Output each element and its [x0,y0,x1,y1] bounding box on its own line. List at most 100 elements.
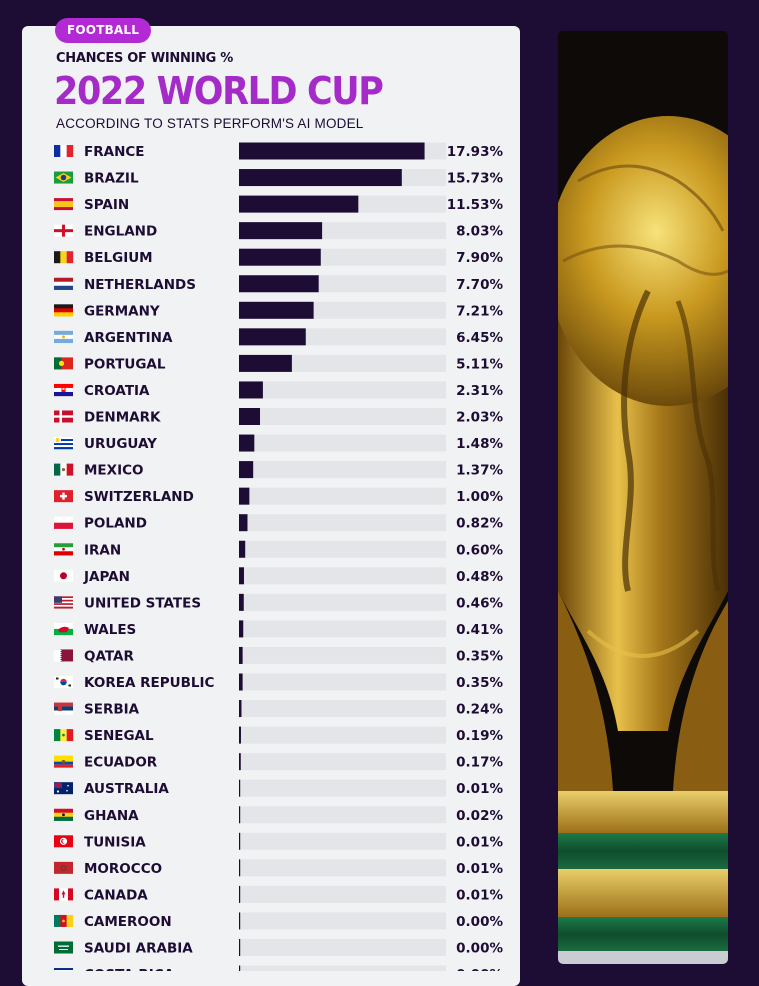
chart-row-tunisia: TUNISIA 0.01% [54,832,503,850]
serbia-flag-icon [54,702,73,715]
chart-row-croatia: CROATIA 2.31% [54,381,503,399]
chart-row-germany: GERMANY 7.21% [54,301,503,319]
bar [239,700,242,718]
bar [239,832,241,850]
category-label: SENEGAL [84,728,154,744]
bar [239,753,241,771]
category-label: KOREA REPUBLIC [84,675,214,691]
bar-track [239,408,446,425]
value-label: 7.70% [456,277,503,293]
ecuador-flag-icon [54,755,73,768]
value-label: 0.24% [456,702,503,718]
bar [239,222,323,240]
chart-row-japan: JAPAN 0.48% [54,567,503,585]
bar-track [239,912,446,930]
chart-row-portugal: PORTUGAL 5.11% [54,354,503,372]
chart-row-morocco: MOROCCO 0.01% [54,859,503,877]
bar [239,620,244,638]
tunisia-flag-icon [54,835,73,848]
bar-track [239,885,446,903]
value-label: 0.01% [456,887,503,903]
chart-row-costa-rica: COSTA RICA 0.00% [54,965,503,971]
category-label: COSTA RICA [84,967,175,971]
australia-flag-icon [54,782,73,795]
world-cup-trophy-icon [558,31,728,964]
chart-row-netherlands: NETHERLANDS 7.70% [54,275,503,293]
bar-track [239,939,446,956]
category-label: CROATIA [84,383,150,399]
korea-flag-icon [54,676,73,688]
page-title: 2022 WORLD CUP [54,69,384,113]
chart-row-england: ENGLAND 8.03% [54,222,503,240]
chart-kicker: CHANCES OF WINNING % [56,51,234,66]
chart-row-serbia: SERBIA 0.24% [54,700,503,718]
value-label: 15.73% [447,171,504,187]
argentina-flag-icon [54,330,73,344]
bar [239,673,243,691]
bar-track [239,832,446,850]
value-label: 0.19% [456,728,503,744]
bar [239,514,248,532]
bar [239,939,241,956]
value-label: 0.01% [456,861,503,877]
category-label: BRAZIL [84,171,139,187]
chart-row-brazil: BRAZIL 15.73% [54,169,503,187]
bar [239,540,246,558]
japan-flag-icon [54,569,73,582]
france-flag-icon [54,145,74,157]
value-label: 0.82% [456,516,503,532]
bar [239,859,241,877]
value-label: 17.93% [447,144,504,160]
wales-flag-icon [54,622,73,636]
value-label: 0.35% [456,648,503,664]
bar-track [239,806,446,824]
category-badge[interactable]: FOOTBALL [55,18,152,43]
value-label: 1.00% [456,489,503,505]
chart-row-korea-republic: KOREA REPUBLIC 0.35% [54,673,503,691]
category-label: CAMEROON [84,914,172,930]
category-label: GHANA [84,808,139,824]
bar [239,487,250,505]
bar-track [239,965,446,971]
bar-track [239,779,446,797]
category-label: AUSTRALIA [84,781,169,797]
bar-track [239,540,446,558]
chart-row-ghana: GHANA 0.02% [54,806,503,824]
chart-row-mexico: MEXICO 1.37% [54,461,503,479]
bar-track [239,646,446,664]
canada-flag-icon [54,888,73,901]
category-label: SAUDI ARABIA [84,941,193,957]
bar [239,646,243,664]
category-label: IRAN [84,542,121,558]
value-label: 0.46% [456,595,503,611]
chart-row-senegal: SENEGAL 0.19% [54,726,503,744]
trophy-photo [558,31,728,964]
chart-row-qatar: QATAR 0.35% [54,646,503,664]
chart-row-argentina: ARGENTINA 6.45% [54,328,503,346]
bar [239,726,241,744]
chart-row-poland: POLAND 0.82% [54,514,503,532]
chart-row-saudi-arabia: SAUDI ARABIA 0.00% [54,939,503,957]
qatar-flag-icon [54,649,73,662]
category-label: SPAIN [84,197,129,213]
chart-row-switzerland: SWITZERLAND 1.00% [54,487,503,505]
category-label: TUNISIA [84,834,146,850]
bar-track [239,381,446,399]
bar [239,328,306,346]
senegal-flag-icon [54,729,74,742]
bar-track [239,487,446,505]
croatia-flag-icon [54,383,73,397]
netherlands-flag-icon [54,277,73,290]
value-label: 0.35% [456,675,503,691]
value-label: 11.53% [447,197,504,213]
category-label: SERBIA [84,702,140,718]
chart-row-australia: AUSTRALIA 0.01% [54,779,503,797]
chart-subtitle: ACCORDING TO STATS PERFORM'S AI MODEL [56,116,364,131]
value-label: 1.48% [456,436,503,452]
category-label: PORTUGAL [84,356,166,372]
brazil-flag-icon [54,171,73,184]
category-label: ECUADOR [84,755,158,771]
value-label: 0.48% [456,569,503,585]
iran-flag-icon [54,543,73,556]
